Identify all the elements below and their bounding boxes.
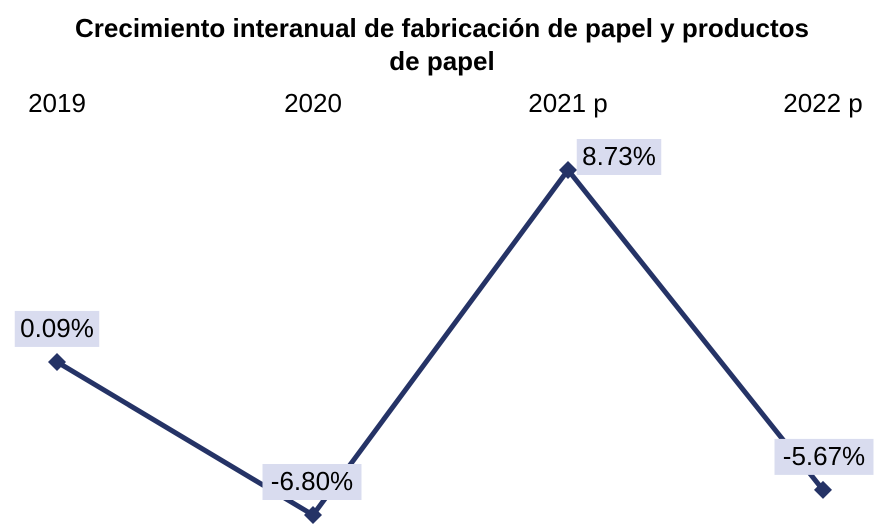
line — [55, 165, 825, 519]
marker — [814, 480, 832, 499]
marker — [48, 352, 66, 371]
data-label-bg — [774, 438, 874, 475]
x-tick-label: 2021 p — [528, 88, 608, 118]
x-tick-label: 2019 — [28, 88, 86, 118]
data-label: 8.73% — [582, 141, 656, 171]
marker — [559, 161, 577, 179]
data-label-bg — [576, 139, 662, 175]
data-label-bg — [14, 310, 100, 347]
data-label-bg — [262, 464, 362, 500]
data-label: -5.67% — [783, 441, 865, 471]
marker — [304, 506, 322, 524]
data-label: -6.80% — [271, 466, 353, 496]
x-tick-label: 2020 — [284, 88, 342, 118]
chart-title: Crecimiento interanual de fabricación de… — [75, 13, 809, 76]
x-tick-label: 2022 p — [783, 88, 863, 118]
data-label: 0.09% — [20, 313, 94, 343]
